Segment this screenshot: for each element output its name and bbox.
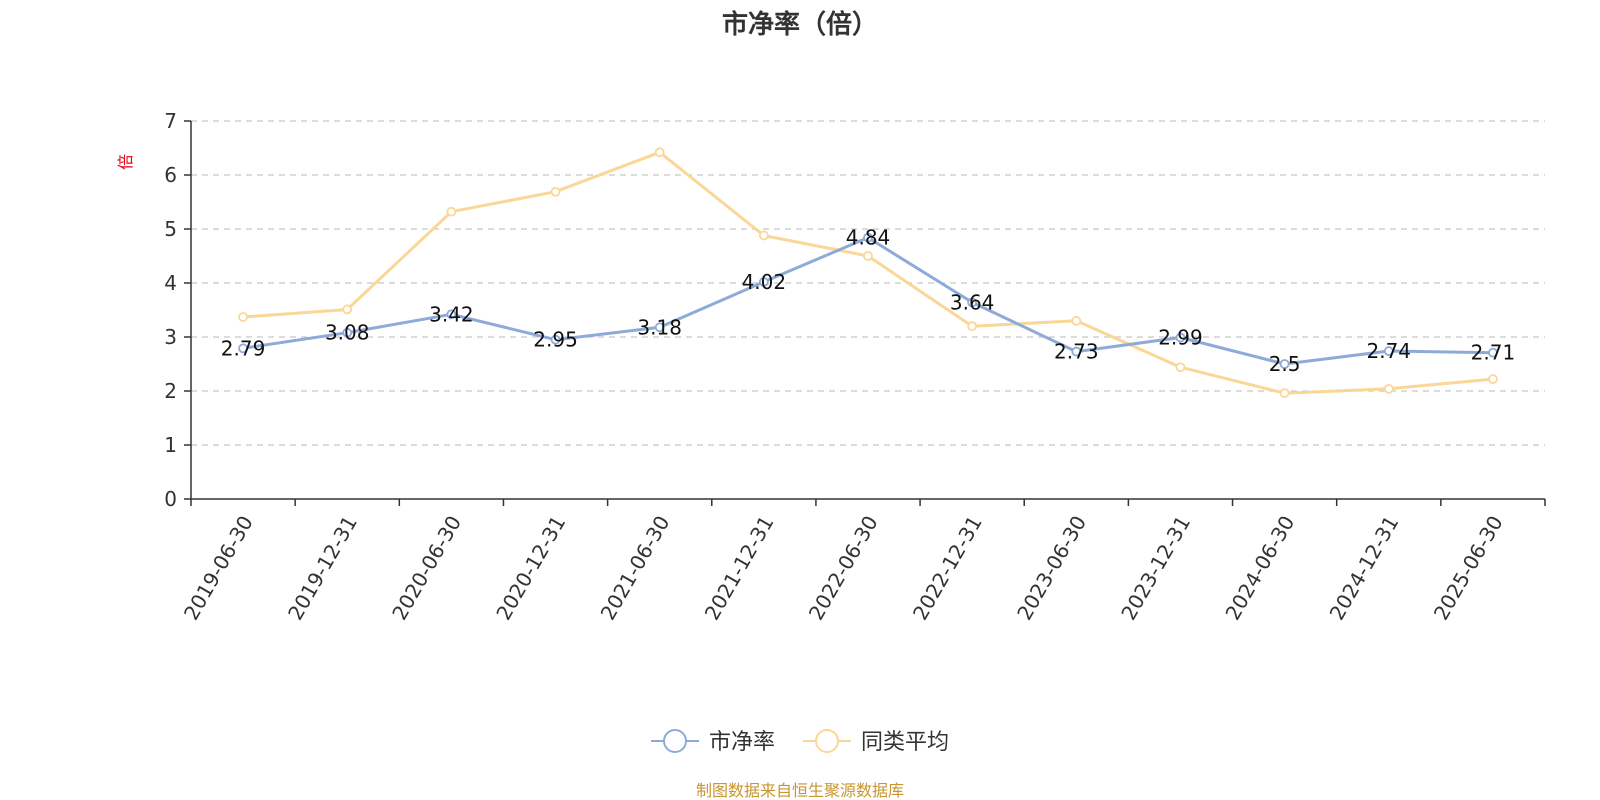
x-tick-label: 2020-12-31 xyxy=(491,512,570,625)
data-point xyxy=(1175,332,1186,343)
y-tick-label: 5 xyxy=(164,217,177,241)
data-point xyxy=(654,322,665,333)
data-label: 3.64 xyxy=(950,290,995,314)
data-point xyxy=(550,186,561,197)
source-note: 制图数据来自恒生聚源数据库 xyxy=(696,781,904,800)
y-tick-label: 0 xyxy=(164,487,177,511)
legend-label-1: 市净率 xyxy=(709,730,775,755)
x-tick-label: 2020-06-30 xyxy=(387,512,466,625)
data-label: 3.18 xyxy=(637,315,682,339)
data-point xyxy=(1383,383,1394,394)
data-label: 2.79 xyxy=(221,336,266,360)
x-tick-label: 2024-12-31 xyxy=(1325,512,1404,625)
data-point xyxy=(342,327,353,338)
legend-label-2: 同类平均 xyxy=(861,730,949,755)
data-labels: 2.79 3.08 3.42 2.95 3.18 4.02 4.84 3.64 2.73 2.99… xyxy=(221,226,1515,376)
data-point xyxy=(342,304,353,315)
data-point xyxy=(1071,315,1082,326)
x-tick-label: 2021-06-30 xyxy=(596,512,675,625)
series-lines xyxy=(238,147,1498,399)
data-point xyxy=(967,321,978,332)
y-tick-label: 7 xyxy=(164,109,177,133)
legend-marker-2 xyxy=(815,729,839,753)
data-point xyxy=(1279,388,1290,399)
data-point xyxy=(1488,374,1498,385)
data-label: 2.74 xyxy=(1367,339,1412,363)
y-tick-label: 1 xyxy=(164,433,177,457)
legend-marker-1 xyxy=(663,729,687,753)
axes: 0 1 2 3 4 5 6 7 2019-06-30 2019-12-31 2020-06-30 20… xyxy=(164,109,1546,625)
x-tick-label: 2019-12-31 xyxy=(283,512,362,625)
data-point xyxy=(1488,347,1498,358)
y-tick-label: 4 xyxy=(164,271,177,295)
x-tick-label: 2022-12-31 xyxy=(908,511,987,624)
legend: 市净率 同类平均 xyxy=(651,729,949,755)
data-label: 2.95 xyxy=(533,328,578,352)
y-tick-label: 2 xyxy=(164,379,177,403)
x-tick-label: 2021-12-31 xyxy=(700,512,779,625)
data-point xyxy=(238,343,248,354)
data-point xyxy=(863,232,873,243)
data-point xyxy=(1383,346,1394,356)
data-label: 4.84 xyxy=(846,226,891,250)
data-point xyxy=(446,206,457,217)
data-label: 2.99 xyxy=(1158,326,1203,350)
data-point xyxy=(758,230,769,241)
y-axis-label: 倍 xyxy=(116,154,135,170)
data-point xyxy=(1175,362,1186,373)
y-tick-label: 3 xyxy=(164,325,177,349)
data-label: 2.5 xyxy=(1269,352,1301,376)
data-point xyxy=(758,277,769,287)
data-point xyxy=(446,309,457,320)
data-point xyxy=(967,297,978,308)
data-label: 2.73 xyxy=(1054,340,1099,364)
x-tick-label: 2023-12-31 xyxy=(1116,512,1195,625)
grid-lines xyxy=(191,120,1545,446)
data-point xyxy=(1279,359,1290,369)
x-tick-label: 2024-06-30 xyxy=(1220,512,1299,625)
data-label: 4.02 xyxy=(742,270,787,294)
data-point xyxy=(654,147,665,158)
data-point xyxy=(1071,346,1082,357)
chart-title: 市净率（倍） xyxy=(722,9,878,40)
x-tick-label: 2022-06-30 xyxy=(804,512,883,625)
x-tick-label: 2025-06-30 xyxy=(1429,512,1508,625)
x-tick-label: 2023-06-30 xyxy=(1012,512,1091,625)
data-label: 3.42 xyxy=(429,302,474,326)
series-line-2 xyxy=(242,150,1494,395)
data-label: 2.71 xyxy=(1471,341,1516,365)
x-tick-label: 2019-06-30 xyxy=(179,512,258,625)
y-tick-label: 6 xyxy=(164,163,177,187)
data-point xyxy=(550,334,561,345)
data-point xyxy=(238,312,248,322)
data-point xyxy=(863,251,873,261)
data-label: 3.08 xyxy=(325,321,370,345)
